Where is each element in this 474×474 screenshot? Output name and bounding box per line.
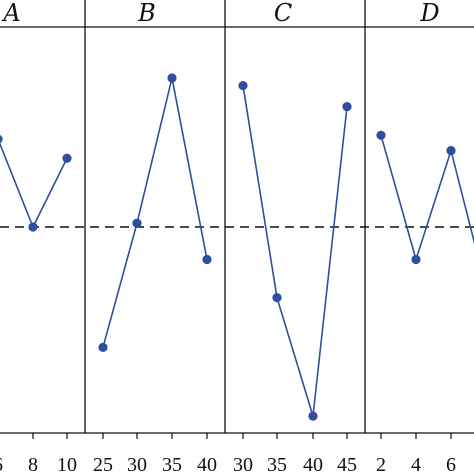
data-point (132, 218, 142, 228)
x-tick-label: 2 (376, 454, 386, 474)
series-line (102, 77, 208, 348)
x-tick-label: 45 (337, 454, 357, 474)
data-point (0, 134, 3, 144)
x-tick-label: 30 (127, 454, 147, 474)
panel-title: D (419, 0, 439, 27)
data-point (272, 293, 282, 303)
data-point (167, 73, 177, 83)
x-tick-label: 40 (197, 454, 217, 474)
x-tick-label: 8 (28, 454, 38, 474)
data-point (376, 130, 386, 140)
data-point (98, 342, 108, 352)
series-line (380, 135, 474, 263)
x-tick-label: 35 (267, 454, 287, 474)
data-point (342, 102, 352, 112)
panel-B-series (98, 73, 212, 352)
x-tick-label: 6 (446, 454, 456, 474)
x-tick-label: 6 (0, 454, 3, 474)
data-point (28, 222, 38, 232)
panel-C-series (238, 81, 352, 421)
data-point (238, 81, 248, 91)
x-tick-label: 10 (57, 454, 77, 474)
data-point (202, 254, 212, 265)
x-tick-label: 40 (303, 454, 323, 474)
panel-frames (0, 0, 474, 439)
series-line (0, 141, 68, 229)
panel-title: A (1, 0, 20, 27)
panel-title: B (137, 0, 156, 27)
series-line (242, 85, 348, 417)
data-point (62, 153, 72, 163)
data-point (308, 411, 318, 421)
data-point (446, 145, 456, 156)
x-tick-label: 25 (93, 454, 113, 474)
x-tick-label: 4 (411, 454, 421, 474)
panel-A-series (0, 134, 72, 232)
label-layer: A 6 8 10 B 25 30 35 40 C 30 35 40 45 D 2 4 6 (0, 0, 456, 474)
series-layer (0, 73, 474, 421)
x-tick-label: 30 (233, 454, 253, 474)
data-point (411, 254, 421, 265)
x-tick-label: 35 (162, 454, 182, 474)
panel-D-series (376, 130, 474, 265)
panel-title: C (274, 0, 292, 27)
